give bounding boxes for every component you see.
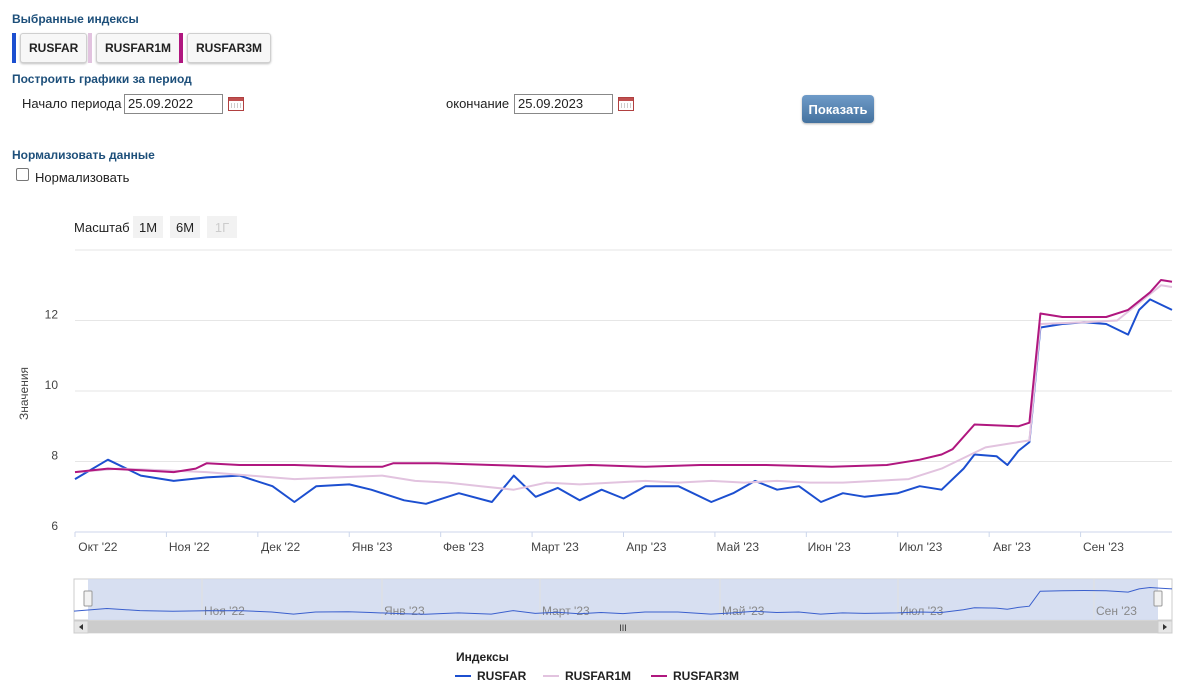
y-tick-label: 12 (45, 308, 59, 322)
chip-color-bar (12, 33, 16, 63)
normalize-label: Нормализовать (35, 170, 130, 185)
x-tick-label: Сен '23 (1083, 540, 1124, 554)
chart-grid (75, 249, 1172, 533)
x-tick-label: Июн '23 (808, 540, 852, 554)
y-axis-label: Значения (17, 366, 31, 420)
x-tick-label: Март '23 (531, 540, 579, 554)
x-tick-label: Апр '23 (626, 540, 666, 554)
x-tick-label: Май '23 (717, 540, 760, 554)
y-tick-label: 10 (45, 378, 59, 392)
navigator-handle (83, 590, 93, 607)
legend-label: RUSFAR3M (673, 669, 740, 683)
x-tick-label: Авг '23 (993, 540, 1031, 554)
arrow-right-icon (1163, 624, 1167, 630)
start-label: Начало периода (22, 96, 122, 111)
series-line-rusfar1m (74, 284, 1173, 491)
legend-line-icon (651, 675, 667, 677)
series-line-rusfar (74, 298, 1173, 505)
chip-rusfar3m[interactable]: RUSFAR3M (179, 33, 272, 63)
navigator-tick-label: Июл '23 (900, 604, 944, 618)
x-tick-label: Янв '23 (352, 540, 393, 554)
selected-indices-title: Выбранные индексы (12, 12, 139, 26)
y-axis-ticks: 6 8 10 12 (45, 308, 59, 534)
period-title: Построить графики за период (12, 72, 192, 86)
chip-rusfar[interactable]: RUSFAR (12, 33, 88, 63)
zoom-label: Масштаб (74, 219, 130, 235)
chip-rusfar1m[interactable]: RUSFAR1M (88, 33, 181, 63)
chip-color-bar (179, 33, 183, 63)
chip-label[interactable]: RUSFAR (20, 33, 88, 63)
navigator-tick-label: Янв '23 (384, 604, 425, 618)
zoom-6m-button[interactable]: 6М (170, 216, 200, 238)
chart-series (74, 279, 1173, 505)
navigator: Ноя '22 Янв '23 Март '23 Май '23 Июл '23 Сен … (73, 578, 1173, 634)
arrow-left-icon (79, 624, 83, 630)
x-tick-label: Окт '22 (78, 540, 118, 554)
y-tick-label: 8 (51, 449, 58, 463)
navigator-tick-label: Март '23 (542, 604, 590, 618)
legend-item-rusfar3m[interactable]: RUSFAR3M (651, 669, 739, 683)
end-label: окончание (446, 96, 510, 111)
calendar-icon[interactable] (228, 97, 244, 111)
legend-item-rusfar1m[interactable]: RUSFAR1M (543, 669, 631, 683)
x-tick-label: Дек '22 (261, 540, 300, 554)
series-line-rusfar3m (74, 279, 1173, 474)
x-tick-label: Июл '23 (899, 540, 943, 554)
calendar-icon[interactable] (618, 97, 634, 111)
legend-title: Индексы (456, 650, 509, 664)
chip-color-bar (88, 33, 92, 63)
navigator-handle (1153, 590, 1163, 607)
chip-label[interactable]: RUSFAR1M (96, 33, 181, 63)
legend-label: RUSFAR (477, 669, 527, 683)
x-tick-label: Ноя '22 (169, 540, 210, 554)
scroll-grip-icon: III (619, 623, 627, 633)
normalize-title: Нормализовать данные (12, 148, 155, 162)
navigator-series-line (73, 586, 1173, 615)
legend-item-rusfar[interactable]: RUSFAR (455, 669, 526, 683)
x-axis-ticks: Окт '22 Ноя '22 Дек '22 Янв '23 Фев '23 Март … (74, 532, 1124, 554)
navigator-tick-label: Сен '23 (1096, 604, 1137, 618)
y-tick-label: 6 (51, 519, 58, 533)
navigator-tick-label: Май '23 (722, 604, 765, 618)
show-button[interactable]: Показать (802, 95, 874, 123)
legend-label: RUSFAR1M (565, 669, 632, 683)
normalize-checkbox[interactable] (16, 168, 29, 181)
zoom-1m-button[interactable]: 1М (133, 216, 163, 238)
scrollbar-thumb (88, 621, 1158, 633)
legend-line-icon (455, 675, 471, 677)
legend-line-icon (543, 675, 559, 677)
zoom-1y-button: 1Г (207, 216, 237, 238)
start-date-input[interactable]: 25.09.2022 (124, 94, 223, 114)
end-date-input[interactable]: 25.09.2023 (514, 94, 613, 114)
chip-label[interactable]: RUSFAR3M (187, 33, 272, 63)
x-tick-label: Фев '23 (443, 540, 484, 554)
